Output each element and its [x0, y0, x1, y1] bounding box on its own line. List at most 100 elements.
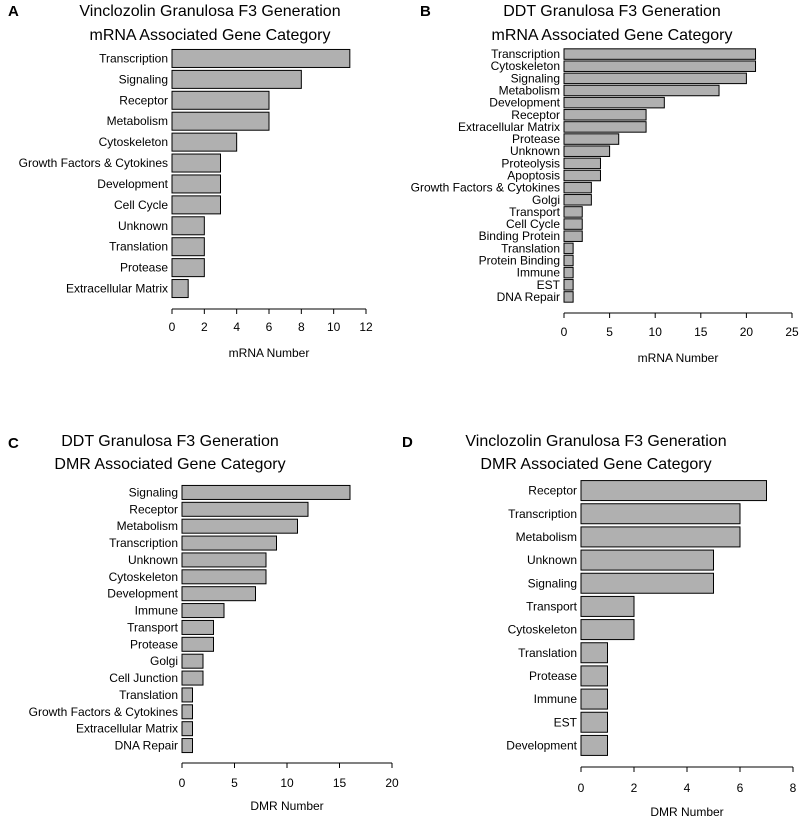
category-label-translation: Translation [109, 240, 168, 254]
bar-golgi [563, 194, 592, 206]
category-label-cell-junction: Cell Junction [109, 671, 178, 685]
bar-metabolism [181, 518, 298, 534]
category-label-immune: Immune [135, 604, 179, 618]
bar-cytoskeleton [181, 569, 267, 585]
bar-protease [563, 133, 620, 145]
category-label-development: Development [506, 738, 577, 752]
category-label-cytoskeleton: Cytoskeleton [99, 135, 168, 149]
bar-extracellular-matrix [171, 279, 189, 299]
bar-translation [563, 242, 574, 255]
x-tick-label: 20 [740, 325, 754, 339]
bar-development [563, 96, 665, 109]
bar-dna-repair [181, 738, 193, 754]
category-label-development: Development [107, 587, 178, 601]
category-label-metabolism: Metabolism [516, 530, 577, 544]
panel-c-dmr-ddt: C DDT Granulosa F3 Generation DMR Associ… [8, 433, 399, 813]
category-label-binding-protein: Binding Protein [479, 229, 560, 243]
x-tick-label: 10 [649, 325, 663, 339]
bar-unknown [181, 552, 267, 568]
category-label-cytoskeleton: Cytoskeleton [508, 623, 577, 637]
category-label-unknown: Unknown [128, 553, 178, 567]
bar-golgi [181, 653, 204, 669]
x-axis-d: 0 2 4 6 8 [578, 766, 797, 795]
panel-letter-c: C [8, 435, 19, 452]
bar-est [563, 279, 574, 291]
bar-transcription [563, 48, 757, 60]
category-label-cell-cycle: Cell Cycle [114, 198, 168, 212]
x-tick-label: 20 [385, 776, 399, 790]
category-label-golgi: Golgi [532, 193, 560, 207]
category-label-translation: Translation [518, 646, 577, 660]
x-tick-label: 8 [298, 320, 305, 334]
category-label-protease: Protease [130, 637, 178, 651]
bar-protease [171, 258, 205, 278]
category-label-protease: Protease [512, 132, 560, 146]
x-axis-label-a: mRNA Number [229, 346, 310, 360]
chart-subtitle-c: DMR Associated Gene Category [54, 456, 285, 473]
x-tick-label: 5 [231, 776, 238, 790]
category-label-metabolism: Metabolism [117, 519, 178, 533]
bar-signaling [580, 572, 714, 594]
category-label-development: Development [489, 96, 560, 110]
chart-subtitle-d: DMR Associated Gene Category [480, 456, 711, 473]
bar-immune [181, 603, 225, 619]
category-label-protein-binding: Protein Binding [479, 254, 560, 268]
category-label-transcription: Transcription [508, 507, 577, 521]
bar-growth-factors-cytokines [181, 704, 193, 720]
category-label-translation: Translation [501, 241, 560, 255]
x-tick-label: 4 [684, 781, 691, 795]
bar-signaling [181, 484, 351, 500]
bar-growth-factors-cytokines [563, 181, 592, 194]
category-label-est: EST [554, 715, 578, 729]
category-label-protease: Protease [120, 261, 168, 275]
bar-growth-factors-cytokines [171, 153, 221, 173]
bar-protease [181, 636, 214, 652]
category-label-cytoskeleton: Cytoskeleton [109, 570, 178, 584]
bar-series-d [580, 480, 767, 756]
panel-letter-a: A [8, 3, 19, 20]
bar-unknown [563, 145, 611, 157]
category-label-metabolism: Metabolism [499, 84, 560, 98]
category-label-est: EST [537, 278, 561, 292]
x-tick-label: 15 [333, 776, 347, 790]
bar-signaling [563, 72, 747, 85]
bar-series-c [181, 484, 351, 754]
bar-proteolysis [563, 157, 601, 170]
category-label-transport: Transport [509, 205, 561, 219]
category-label-signaling: Signaling [511, 71, 560, 85]
panel-a-mrna-vinclozolin: A Vinclozolin Granulosa F3 Generation mR… [8, 3, 373, 360]
x-tick-label: 5 [606, 325, 613, 339]
category-label-golgi: Golgi [150, 654, 178, 668]
x-tick-label: 10 [327, 320, 341, 334]
category-label-unknown: Unknown [527, 553, 577, 567]
bar-transcription [580, 503, 741, 525]
bar-metabolism [563, 84, 720, 97]
bar-series-b [563, 48, 757, 303]
category-label-immune: Immune [534, 692, 578, 706]
bar-protease [580, 665, 608, 687]
x-tick-label: 0 [179, 776, 186, 790]
x-axis-b: 0 5 10 15 20 25 [561, 312, 799, 339]
category-label-receptor: Receptor [129, 502, 178, 516]
bar-cytoskeleton [580, 619, 635, 641]
bar-signaling [171, 69, 302, 89]
x-tick-label: 4 [233, 320, 240, 334]
category-label-dna-repair: DNA Repair [497, 290, 560, 304]
bar-est [580, 711, 608, 733]
x-tick-label: 6 [266, 320, 273, 334]
x-tick-label: 25 [785, 325, 799, 339]
x-tick-label: 12 [359, 320, 373, 334]
category-label-extracellular-matrix: Extracellular Matrix [458, 120, 560, 134]
x-tick-label: 10 [280, 776, 294, 790]
chart-title-d: Vinclozolin Granulosa F3 Generation [465, 433, 726, 450]
category-label-apoptosis: Apoptosis [507, 169, 560, 183]
panel-d-dmr-vinclozolin: D Vinclozolin Granulosa F3 Generation DM… [402, 433, 797, 819]
category-label-cell-cycle: Cell Cycle [506, 217, 560, 231]
category-label-unknown: Unknown [510, 144, 560, 158]
x-axis-c: 0 5 10 15 20 [179, 762, 399, 790]
bar-unknown [580, 549, 714, 571]
bar-receptor [563, 109, 647, 121]
bar-extracellular-matrix [563, 121, 647, 133]
bar-metabolism [580, 526, 741, 548]
